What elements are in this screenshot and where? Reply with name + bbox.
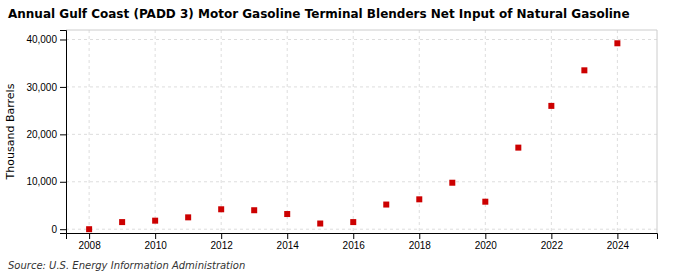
tick: 40,000 bbox=[26, 34, 66, 45]
point bbox=[482, 199, 488, 205]
tick: 2022 bbox=[541, 233, 564, 251]
tick-mark bbox=[353, 233, 354, 239]
grid-line bbox=[66, 39, 657, 40]
grid-line bbox=[353, 30, 354, 233]
point bbox=[152, 218, 158, 224]
point bbox=[416, 196, 422, 202]
point bbox=[581, 67, 587, 73]
axis-line bbox=[60, 31, 67, 234]
tick: 2020 bbox=[475, 233, 498, 251]
grid-line bbox=[155, 30, 156, 233]
grid bbox=[66, 30, 657, 233]
point bbox=[185, 214, 191, 220]
tick-mark bbox=[60, 39, 66, 40]
tick-mark bbox=[485, 233, 486, 239]
grid-line bbox=[287, 30, 288, 233]
axis-line bbox=[67, 234, 658, 240]
grid-line bbox=[89, 30, 90, 233]
point bbox=[317, 221, 323, 227]
y-axis: 0 10,000 20,000 30,000 40,000 bbox=[26, 31, 66, 235]
point bbox=[548, 103, 554, 109]
tick: 2010 bbox=[145, 233, 168, 251]
tick-mark bbox=[221, 233, 222, 239]
tick-label: 30,000 bbox=[26, 82, 57, 93]
point bbox=[251, 207, 257, 213]
point bbox=[383, 202, 389, 208]
point bbox=[449, 180, 455, 186]
tick-label: 2018 bbox=[409, 240, 432, 251]
tick-label: 2008 bbox=[78, 240, 101, 251]
tick-label: 10,000 bbox=[26, 176, 57, 187]
tick: 0 bbox=[51, 224, 66, 235]
tick-label: 2022 bbox=[541, 240, 564, 251]
point bbox=[515, 145, 521, 151]
tick-mark bbox=[419, 233, 420, 239]
tick: 2024 bbox=[607, 233, 630, 251]
tick: 20,000 bbox=[26, 129, 66, 140]
title: Annual Gulf Coast (PADD 3) Motor Gasolin… bbox=[8, 7, 630, 21]
tick-mark bbox=[89, 233, 90, 239]
point bbox=[614, 40, 620, 46]
point bbox=[284, 211, 290, 217]
tick-mark bbox=[287, 233, 288, 239]
tick-mark bbox=[551, 233, 552, 239]
points bbox=[86, 40, 620, 232]
point bbox=[86, 226, 92, 232]
tick: 2018 bbox=[409, 233, 432, 251]
grid-line bbox=[419, 30, 420, 233]
tick: 2016 bbox=[343, 233, 366, 251]
tick: 10,000 bbox=[26, 176, 66, 187]
tick-label: 2014 bbox=[277, 240, 300, 251]
tick: 2008 bbox=[78, 233, 101, 251]
tick-mark bbox=[60, 87, 66, 88]
tick: 2014 bbox=[277, 233, 300, 251]
tick-label: 2020 bbox=[475, 240, 498, 251]
annotation: Source: U.S. Energy Information Administ… bbox=[8, 260, 245, 271]
point bbox=[119, 219, 125, 225]
tick: 2012 bbox=[211, 233, 234, 251]
tick-label: 2016 bbox=[343, 240, 366, 251]
tick-label: 2010 bbox=[145, 240, 168, 251]
tick-mark bbox=[60, 182, 66, 183]
point bbox=[350, 219, 356, 225]
tick-mark bbox=[617, 233, 618, 239]
tick-mark bbox=[60, 134, 66, 135]
grid-line bbox=[221, 30, 222, 233]
tick: 30,000 bbox=[26, 82, 66, 93]
tick-mark bbox=[155, 233, 156, 239]
chart: 2008 2010 2012 2014 2016 2018 2020 2022 2024 0 10,… bbox=[0, 0, 675, 275]
y-axis-title: Thousand Barrels bbox=[4, 83, 17, 180]
x-axis: 2008 2010 2012 2014 2016 2018 2020 2022 2024 bbox=[67, 233, 658, 251]
tick-label: 2012 bbox=[211, 240, 234, 251]
tick-label: 40,000 bbox=[26, 34, 57, 45]
grid-line bbox=[617, 30, 618, 233]
plot-frame bbox=[657, 30, 658, 233]
tick-label: 2024 bbox=[607, 240, 630, 251]
tick-mark bbox=[60, 229, 66, 230]
grid-line bbox=[551, 30, 552, 233]
point bbox=[218, 206, 224, 212]
tick-label: 0 bbox=[51, 224, 57, 235]
tick-label: 20,000 bbox=[26, 129, 57, 140]
plot: 2008 2010 2012 2014 2016 2018 2020 2022 2024 0 10,… bbox=[26, 30, 657, 251]
plot-frame bbox=[66, 30, 657, 31]
